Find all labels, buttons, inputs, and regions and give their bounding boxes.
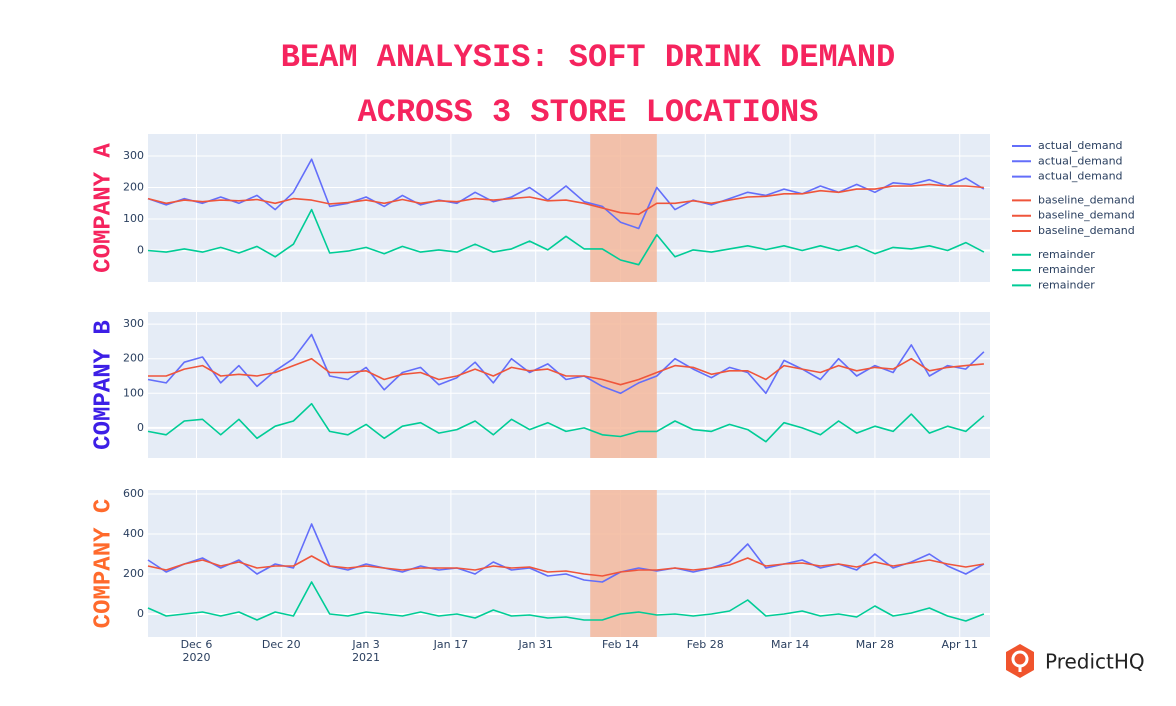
legend-item[interactable]: remainder [1012,278,1095,291]
legend-item[interactable]: actual_demand [1012,139,1123,152]
y-tick-label: 200 [123,352,144,365]
legend-label: actual_demand [1038,170,1123,183]
legend-label: actual_demand [1038,139,1123,152]
legend-label: remainder [1038,263,1095,276]
x-tick-label: Mar 14 [771,638,809,651]
legend-item[interactable]: baseline_demand [1012,224,1135,237]
plot-area [148,134,990,282]
legend-item[interactable]: actual_demand [1012,154,1123,167]
x-tick-year: 2021 [352,651,380,664]
x-tick-label: Jan 3 [351,638,379,651]
x-tick-label: Feb 14 [602,638,639,651]
legend-label: baseline_demand [1038,193,1135,206]
x-tick-label: Dec 6 [181,638,213,651]
series-line [147,183,984,216]
series-line [147,555,985,577]
y-tick-label: 0 [137,421,144,434]
series-line [148,357,984,386]
x-tick-label: Mar 28 [856,638,894,651]
legend-item[interactable]: remainder [1012,263,1095,276]
x-tick-label: Feb 28 [687,638,724,651]
legend-item[interactable]: actual_demand [1012,170,1123,183]
legend-label: actual_demand [1038,154,1123,167]
legend-item[interactable]: baseline_demand [1012,209,1135,222]
x-tick-year: 2020 [182,651,210,664]
y-tick-label: 600 [123,487,144,500]
y-tick-label: 300 [123,149,144,162]
x-tick-label: Apr 11 [941,638,978,651]
series-line [147,333,985,395]
x-tick-label: Dec 20 [262,638,301,651]
legend-label: remainder [1038,278,1095,291]
series-line [147,402,985,443]
y-tick-label: 200 [123,181,144,194]
chart-title: BEAM ANALYSIS: SOFT DRINK DEMAND ACROSS … [280,39,896,131]
y-tick-label: 0 [137,244,144,257]
x-tick-label: Jan 31 [517,638,552,651]
y-axis-title: COMPANY C [90,499,117,629]
series-line [147,158,985,230]
legend-label: remainder [1038,248,1095,261]
series-line [147,208,985,266]
legend-label: baseline_demand [1038,209,1135,222]
y-tick-label: 100 [123,212,144,225]
series-line [147,581,985,622]
y-axis-title: COMPANY B [90,320,117,450]
y-tick-label: 100 [123,386,144,399]
y-tick-label: 0 [137,607,144,620]
legend-item[interactable]: baseline_demand [1012,193,1135,206]
y-axis-title: COMPANY A [90,143,117,273]
logo-icon [1006,644,1034,678]
plot-area [148,490,990,637]
y-tick-label: 300 [123,317,144,330]
legend-item[interactable]: remainder [1012,248,1095,261]
logo-text: PredictHQ [1045,650,1145,674]
y-tick-label: 200 [123,567,144,580]
y-tick-label: 400 [123,527,144,540]
plot-area [148,312,990,458]
x-tick-label: Jan 17 [433,638,468,651]
legend-label: baseline_demand [1038,224,1135,237]
highlight-region [590,490,657,637]
